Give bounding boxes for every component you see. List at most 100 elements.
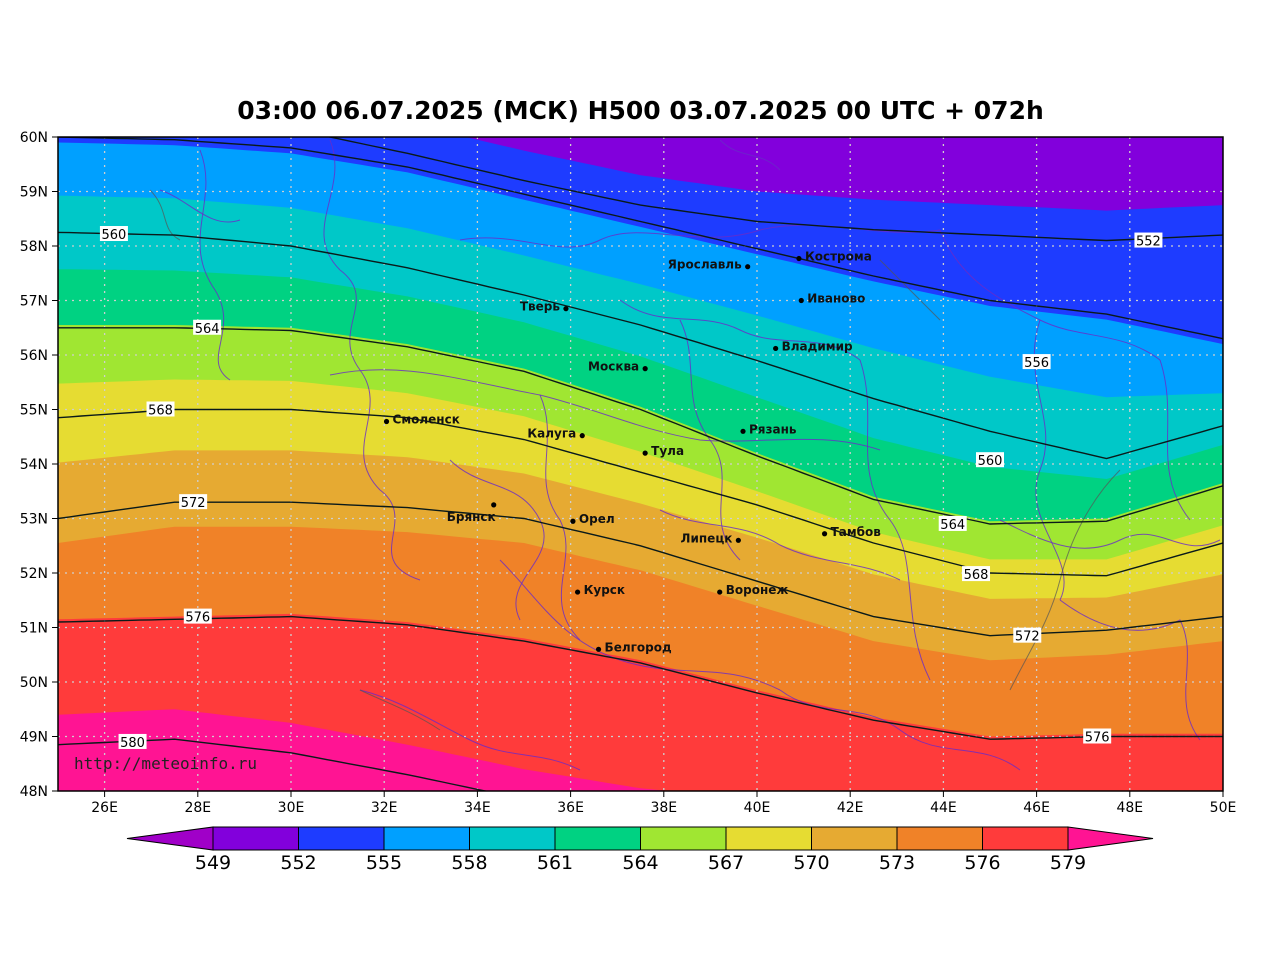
colorbar-label: 573 xyxy=(879,852,915,874)
region-border xyxy=(359,689,581,771)
colorbar-label: 558 xyxy=(451,852,487,874)
city-dot xyxy=(717,589,723,595)
region-border xyxy=(1159,359,1191,521)
isoline-label-text: 552 xyxy=(1136,235,1161,250)
city-marker: Курск xyxy=(574,583,625,597)
colorbar-label: 552 xyxy=(280,852,316,874)
lat-tick-label: 52N xyxy=(20,566,48,582)
isoline-label: 560 xyxy=(976,452,1004,469)
isoline-label-bg xyxy=(1022,354,1051,370)
river xyxy=(1009,469,1121,691)
lat-tick-label: 54N xyxy=(20,457,48,473)
city-marker: Калуга xyxy=(527,427,585,441)
lat-tick-label: 56N xyxy=(20,348,48,364)
city-dot xyxy=(735,537,741,543)
colorbar-high-arrow xyxy=(1067,826,1154,851)
isoline-label-text: 572 xyxy=(1015,630,1040,645)
city-dot xyxy=(773,345,779,352)
isoline-label: 564 xyxy=(938,515,967,533)
isoline-label-text: 560 xyxy=(102,228,127,243)
colorbar-segment xyxy=(383,826,470,851)
lon-tick-label: 42E xyxy=(837,800,864,816)
colorbar-label: 576 xyxy=(964,852,1000,874)
isoline-label: 568 xyxy=(146,401,175,419)
city-name: Тула xyxy=(651,444,684,458)
isoline-label-bg xyxy=(118,733,147,749)
isoline-label-bg xyxy=(1013,627,1042,643)
city-name: Белгород xyxy=(605,640,672,654)
lon-tick-label: 50E xyxy=(1210,800,1237,816)
isoline-label-text: 556 xyxy=(1024,356,1049,371)
city-dot xyxy=(595,646,602,652)
river xyxy=(879,259,941,321)
lat-tick-label: 53N xyxy=(20,512,48,528)
colorbar-label: 561 xyxy=(537,852,573,874)
city-dot xyxy=(740,428,746,434)
isoline-label-text: 576 xyxy=(185,611,210,626)
isoline-label-bg xyxy=(193,319,222,335)
city-marker: Липецк xyxy=(681,531,741,545)
region-border xyxy=(323,139,421,581)
colorbar-segment xyxy=(554,826,641,851)
lon-tick-label: 32E xyxy=(371,800,398,816)
city-name: Курск xyxy=(584,583,625,597)
region-border xyxy=(659,509,901,581)
city-name: Воронеж xyxy=(726,583,789,597)
lat-tick-label: 60N xyxy=(20,130,48,146)
city-dot xyxy=(642,450,648,456)
lon-tick-label: 26E xyxy=(91,800,118,816)
region-border xyxy=(499,559,781,691)
city-markers: Кострома Ярославль Иваново Тверь Владимир Мос… xyxy=(383,250,881,654)
colorbar-label: 564 xyxy=(622,852,658,874)
lat-tick-label: 57N xyxy=(20,294,48,310)
isoline-label: 568 xyxy=(962,566,991,583)
isoline-label: 576 xyxy=(1083,728,1112,746)
height-bands xyxy=(58,137,1223,791)
region-border xyxy=(619,299,861,361)
height-band xyxy=(58,709,670,791)
isoline-label: 552 xyxy=(1134,232,1163,250)
city-marker: Ярославль xyxy=(668,258,751,272)
colorbar-label: 570 xyxy=(793,852,829,874)
region-border xyxy=(719,139,781,171)
watermark: http://meteoinfo.ru xyxy=(74,754,257,773)
isoline-label-text: 576 xyxy=(1085,731,1110,746)
city-dot xyxy=(798,297,804,304)
colorbar-segment xyxy=(896,826,983,851)
colorbar-segment xyxy=(469,826,556,851)
isoline-label: 576 xyxy=(183,608,212,626)
city-marker: Рязань xyxy=(740,422,797,436)
isoline-labels: 560 564 568 572 576 580 552 556 560 564 568 572 576 xyxy=(99,226,1163,751)
colorbar-segment xyxy=(811,826,898,851)
isoline-label-text: 572 xyxy=(181,496,206,511)
city-name: Рязань xyxy=(749,422,797,436)
isoline-label: 560 xyxy=(99,226,128,243)
isoline-label-bg xyxy=(938,515,967,531)
latitude-labels: 60N 59N 58N 57N 56N 55N 54N 53N 52N 51N 50N 49N 48N xyxy=(20,130,58,800)
isoline-label: 572 xyxy=(179,494,208,511)
city-name: Москва xyxy=(588,360,639,374)
isoline-label-bg xyxy=(179,494,208,510)
region-border xyxy=(1033,319,1065,601)
lat-tick-label: 49N xyxy=(20,730,48,746)
city-marker: Брянск xyxy=(447,502,497,524)
colorbar-segment xyxy=(212,826,299,851)
region-border xyxy=(539,394,581,641)
lon-tick-label: 36E xyxy=(557,800,584,816)
colorbar-label: 555 xyxy=(366,852,402,874)
isoline-label-bg xyxy=(1083,728,1112,744)
region-border xyxy=(1059,599,1201,741)
lon-tick-label: 48E xyxy=(1116,800,1143,816)
city-name: Орел xyxy=(579,512,615,526)
lon-tick-label: 38E xyxy=(650,800,677,816)
isoline-568 xyxy=(58,408,1223,577)
city-dot xyxy=(745,264,751,270)
isoline-label-text: 564 xyxy=(195,322,220,337)
isoline-label-bg xyxy=(976,452,1004,468)
colorbar-segment xyxy=(725,826,812,851)
isoline-580 xyxy=(58,738,489,791)
colorbar: 549 552 555 558 561 564 567 570 573 576 579 xyxy=(126,826,1154,874)
city-dot xyxy=(642,366,648,372)
lat-tick-label: 59N xyxy=(20,185,48,201)
